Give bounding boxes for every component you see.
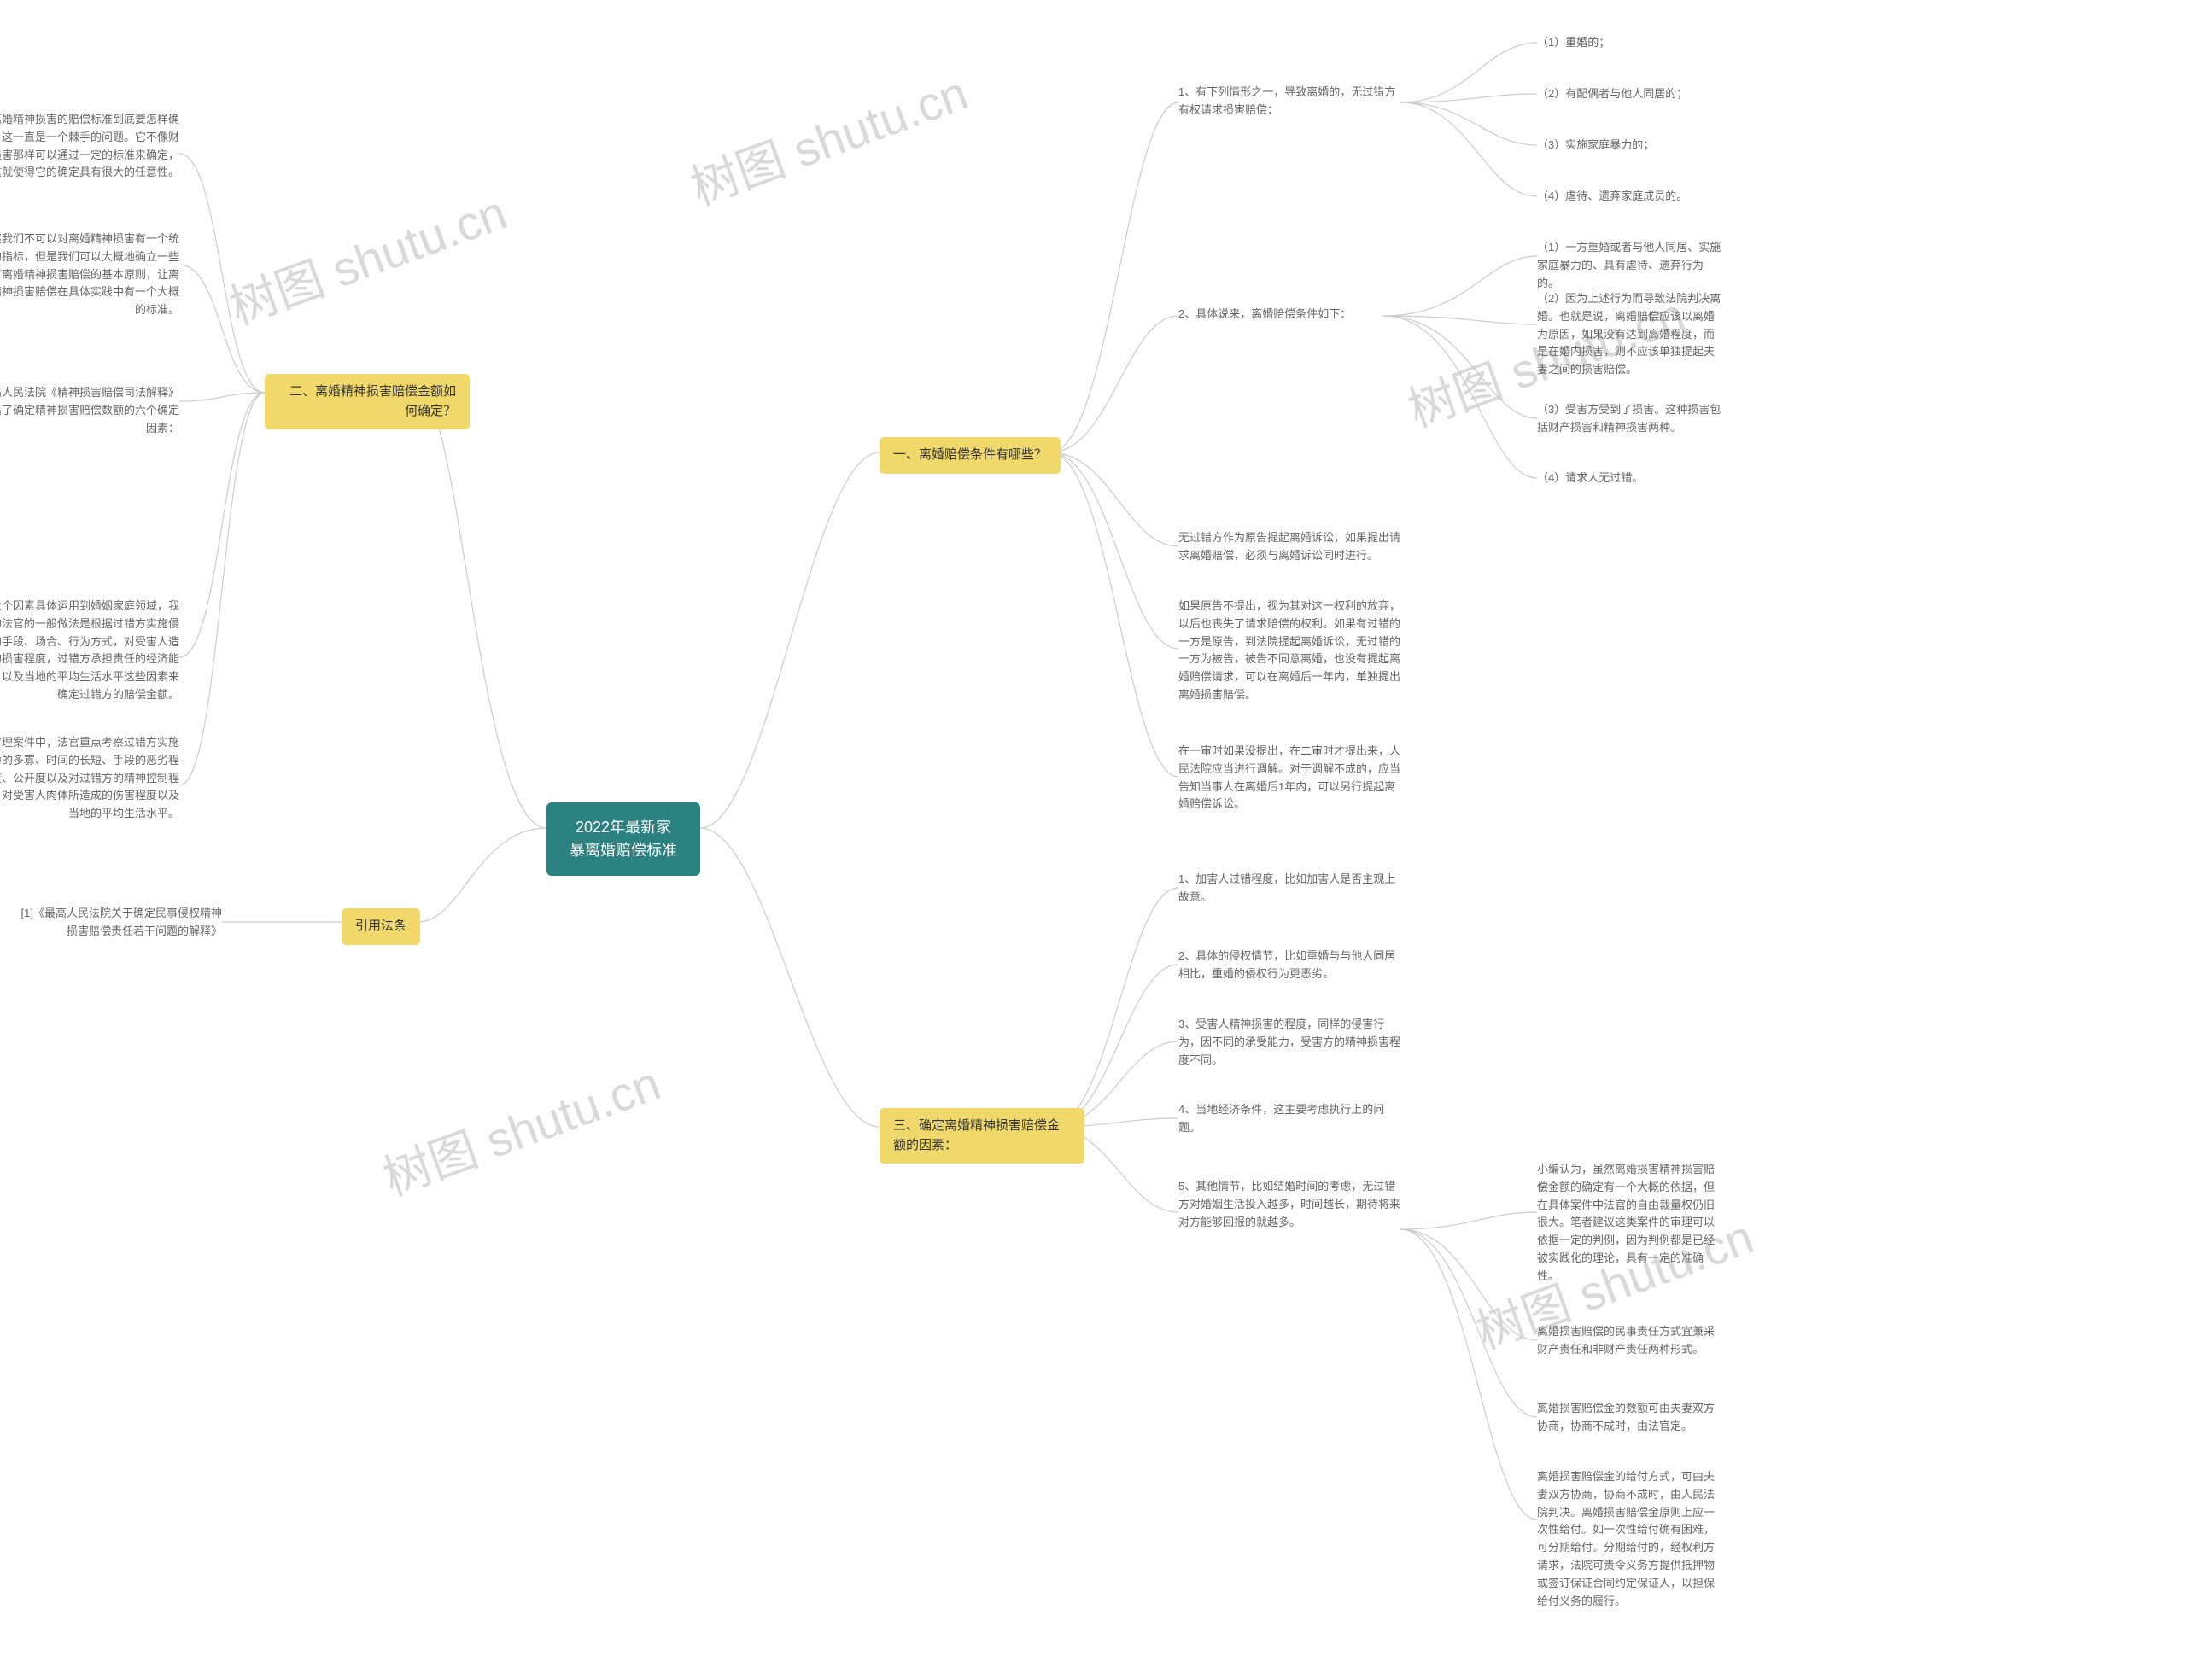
watermark: 树图 shutu.cn — [219, 174, 515, 338]
watermark: 树图 shutu.cn — [680, 55, 976, 219]
b1-n4: 如果原告不提出，视为其对这一权利的放弃，以后也丧失了请求赔偿的权利。如果有过错的… — [1178, 598, 1400, 704]
b2-n4-wrap: 这六个因素具体运用到婚姻家庭领域，我们的法官的一般做法是根据过错方实施侵害的手段… — [0, 598, 179, 704]
b1-n1-c4: （4）虐待、遗弃家庭成员的。 — [1537, 188, 1687, 206]
b3-n1: 1、加害人过错程度，比如加害人是否主观上故意。 — [1178, 871, 1400, 907]
watermark: 树图 shutu.cn — [372, 1045, 669, 1209]
b2-n2-wrap: 虽然我们不可以对离婚精神损害有一个统一的指标，但是我们可以大概地确立一些概算离婚… — [0, 230, 179, 319]
b1-n2: 2、具体说来，离婚赔偿条件如下： — [1178, 306, 1351, 324]
branch-3: 三、确定离婚精神损害赔偿金额的因素： — [880, 1108, 1084, 1164]
b2-n1-wrap: 离婚精神损害的赔偿标准到底要怎样确定，这一直是一个棘手的问题。它不像财产损害那样… — [0, 111, 179, 182]
b1-n1-c3: （3）实施家庭暴力的； — [1537, 137, 1654, 155]
b4-n1: [1]《最高人民法院关于确定民事侵权精神损害赔偿责任若干问题的解释》 — [17, 905, 222, 941]
branch-2: 二、离婚精神损害赔偿金额如何确定？ — [265, 374, 470, 429]
b1-n2-c3: （3）受害方受到了损害。这种损害包括财产损害和精神损害两种。 — [1537, 401, 1725, 437]
b2-n5: 在审理案件中，法官重点考察过错方实施行为的多寡、时间的长短、手段的恶劣程度、公开… — [0, 734, 179, 823]
b2-n1: 离婚精神损害的赔偿标准到底要怎样确定，这一直是一个棘手的问题。它不像财产损害那样… — [0, 111, 179, 182]
b1-n1: 1、有下列情形之一，导致离婚的，无过错方有权请求损害赔偿： — [1178, 84, 1400, 120]
b1-n5: 在一审时如果没提出，在二审时才提出来，人民法院应当进行调解。对于调解不成的，应当… — [1178, 743, 1400, 814]
center-title: 2022年最新家暴离婚赔偿标准 — [546, 802, 700, 876]
b2-n5-wrap: 在审理案件中，法官重点考察过错方实施行为的多寡、时间的长短、手段的恶劣程度、公开… — [0, 734, 179, 823]
b3-n5-c3: 离婚损害赔偿金的数额可由夫妻双方协商，协商不成时，由法官定。 — [1537, 1400, 1725, 1436]
b3-n5-c4: 离婚损害赔偿金的给付方式，可由夫妻双方协商，协商不成时，由人民法院判决。离婚损害… — [1537, 1468, 1725, 1610]
branch-4: 引用法条 — [342, 908, 420, 945]
b2-n3: 最高人民法院《精神损害赔偿司法解释》提出了确定精神损害赔偿数额的六个确定因素： — [0, 384, 179, 437]
b1-n2-c1: （1）一方重婚或者与他人同居、实施家庭暴力的、具有虐待、遗弃行为的。 — [1537, 239, 1725, 292]
b1-n3: 无过错方作为原告提起离婚诉讼，如果提出请求离婚赔偿，必须与离婚诉讼同时进行。 — [1178, 529, 1400, 565]
branch-1: 一、离婚赔偿条件有哪些？ — [880, 437, 1061, 474]
b2-n4: 这六个因素具体运用到婚姻家庭领域，我们的法官的一般做法是根据过错方实施侵害的手段… — [0, 598, 179, 704]
b1-n1-c2: （2）有配偶者与他人同居的； — [1537, 85, 1687, 103]
b2-n2: 虽然我们不可以对离婚精神损害有一个统一的指标，但是我们可以大概地确立一些概算离婚… — [0, 230, 179, 319]
b3-n3: 3、受害人精神损害的程度，同样的侵害行为，因不同的承受能力，受害方的精神损害程度… — [1178, 1016, 1400, 1069]
b3-n5: 5、其他情节，比如结婚时间的考虑，无过错方对婚姻生活投入越多，时间越长，期待将来… — [1178, 1178, 1400, 1231]
b1-n2-c4: （4）请求人无过错。 — [1537, 470, 1643, 487]
connector-lines — [0, 0, 2186, 1680]
b3-n5-c2: 离婚损害赔偿的民事责任方式宜兼采财产责任和非财产责任两种形式。 — [1537, 1323, 1725, 1359]
b2-n3-wrap: 最高人民法院《精神损害赔偿司法解释》提出了确定精神损害赔偿数额的六个确定因素： — [0, 384, 179, 437]
b3-n2: 2、具体的侵权情节，比如重婚与与他人同居相比，重婚的侵权行为更恶劣。 — [1178, 948, 1400, 983]
b3-n4: 4、当地经济条件，这主要考虑执行上的问题。 — [1178, 1101, 1400, 1137]
b4-n1-wrap: [1]《最高人民法院关于确定民事侵权精神损害赔偿责任若干问题的解释》 — [17, 905, 222, 941]
b3-n5-c1: 小编认为，虽然离婚损害精神损害赔偿金额的确定有一个大概的依据，但在具体案件中法官… — [1537, 1161, 1725, 1286]
b1-n1-c1: （1）重婚的； — [1537, 34, 1610, 52]
b1-n2-c2: （2）因为上述行为而导致法院判决离婚。也就是说，离婚赔偿应该以离婚为原因，如果没… — [1537, 290, 1725, 379]
